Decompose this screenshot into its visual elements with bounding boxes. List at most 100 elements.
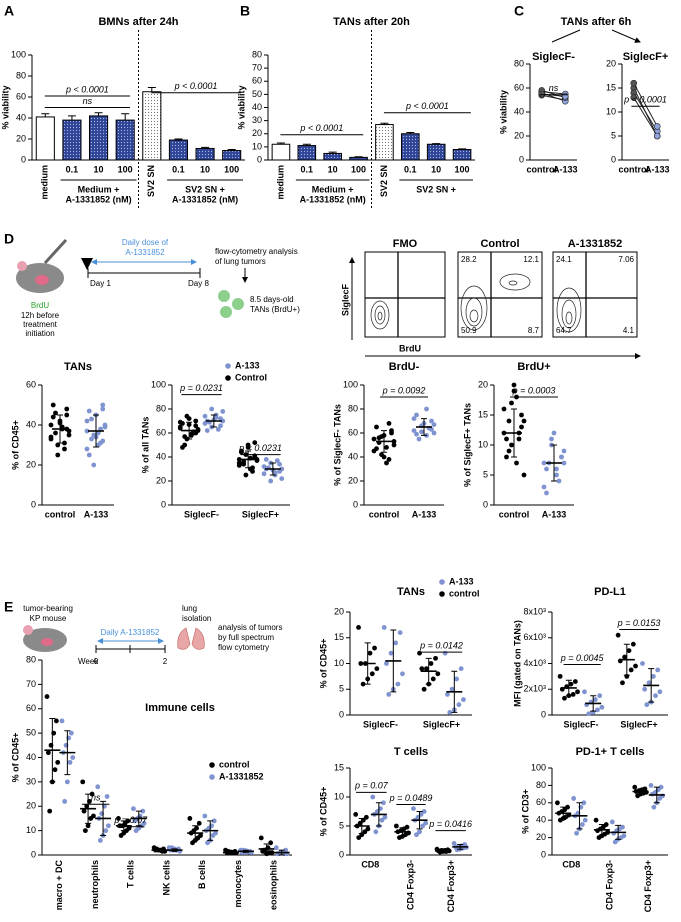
y-tick-label: 2x10³ — [523, 684, 546, 694]
point — [356, 835, 362, 840]
y-tick-label: 20 — [334, 606, 344, 616]
point — [50, 414, 56, 420]
schematic-text: analysis of tumors — [218, 623, 282, 632]
y-tick-label: 20 — [156, 475, 166, 485]
quadrant-value: 64.7 — [556, 326, 572, 335]
point — [454, 847, 460, 853]
point — [615, 632, 621, 638]
point — [55, 759, 61, 765]
point — [447, 710, 453, 715]
x-tick-label: CD4 Foxp3+ — [643, 860, 653, 912]
y-tick-label: 5 — [339, 684, 344, 694]
point — [80, 779, 86, 785]
x-tick-label: eosinophils — [269, 860, 279, 910]
point — [417, 829, 422, 835]
point — [650, 791, 655, 797]
point — [609, 819, 615, 825]
point — [461, 697, 466, 702]
point — [64, 779, 70, 785]
schematic-e: tumor-bearing KP mouse Daily A-1331852 W… — [23, 604, 282, 666]
flow-title: Control — [480, 238, 519, 250]
point — [538, 90, 546, 98]
point — [435, 671, 441, 677]
y-tick-label: 40 — [156, 451, 166, 461]
point — [89, 416, 94, 422]
point — [370, 794, 376, 800]
point — [620, 680, 625, 686]
point — [202, 813, 208, 819]
point — [644, 702, 650, 708]
annotation: p = 0.0142 — [419, 641, 463, 651]
legend-label: control — [219, 759, 250, 769]
point — [52, 767, 58, 773]
point — [574, 830, 579, 836]
x-tick-label: CD8 — [562, 859, 580, 869]
x-tick-label: SiglecF- — [184, 509, 219, 519]
cell-icon — [220, 306, 232, 318]
x-tick-label: 10 — [94, 164, 104, 174]
point — [511, 388, 517, 394]
point — [84, 428, 90, 434]
point — [64, 406, 70, 412]
x-tick-label: 100 — [351, 164, 366, 174]
point — [81, 808, 87, 814]
point — [509, 442, 514, 448]
y-tick-label: 100 — [151, 379, 166, 389]
point — [381, 800, 386, 806]
y-tick-label: 40 — [514, 106, 524, 116]
y-tick-label: 80 — [156, 403, 166, 413]
point — [397, 835, 402, 840]
schematic-text: 0 — [94, 657, 99, 666]
annotation: p = 0.0092 — [382, 385, 426, 395]
x-tick-label: CD4 Foxp3- — [604, 860, 614, 910]
point — [70, 755, 76, 760]
y-axis-label: % of CD3+ — [520, 789, 530, 834]
point — [449, 686, 455, 692]
point — [89, 436, 94, 442]
point — [586, 711, 592, 717]
schematic-text: by full spectrum — [218, 633, 274, 642]
point — [215, 427, 221, 432]
point — [59, 718, 65, 724]
annotation: p < 0.0001 — [623, 95, 667, 105]
point — [595, 707, 600, 713]
point — [376, 435, 382, 441]
legend-swatch — [225, 363, 231, 369]
annotation: p = 0.0153 — [617, 618, 661, 628]
y-tick-label: 0 — [353, 499, 358, 509]
legend-label: A-1331852 — [219, 771, 264, 781]
bar — [375, 124, 394, 161]
y-tick-label: 70 — [252, 63, 262, 73]
point — [131, 806, 136, 812]
legend-swatch — [225, 375, 231, 381]
point — [557, 673, 563, 679]
flow-box — [364, 251, 446, 338]
pair-line — [633, 92, 658, 132]
point — [593, 817, 599, 823]
annotation: p = 0.0003 — [512, 385, 556, 395]
point — [635, 793, 641, 799]
point — [544, 466, 549, 472]
x-tick-label: 0.1 — [404, 164, 417, 174]
schematic-text: 2 — [163, 657, 168, 666]
point — [414, 832, 419, 838]
y-tick-label: 15 — [334, 762, 344, 772]
y-tick-label: 40 — [26, 419, 36, 429]
point — [64, 412, 70, 418]
point — [381, 625, 387, 630]
point — [632, 784, 638, 790]
point — [193, 423, 199, 429]
cell-icon — [232, 298, 244, 310]
point — [599, 704, 605, 710]
chart-title: T cells — [394, 746, 428, 758]
point — [68, 730, 74, 736]
point — [657, 796, 663, 801]
chart-title: TANs — [397, 586, 425, 598]
point — [50, 402, 56, 408]
annotation: p < 0.0001 — [299, 123, 343, 133]
annotation: p = 0.07 — [113, 815, 148, 825]
schematic-text: Day 8 — [188, 279, 209, 288]
quadrant-value: 7.06 — [618, 255, 634, 264]
